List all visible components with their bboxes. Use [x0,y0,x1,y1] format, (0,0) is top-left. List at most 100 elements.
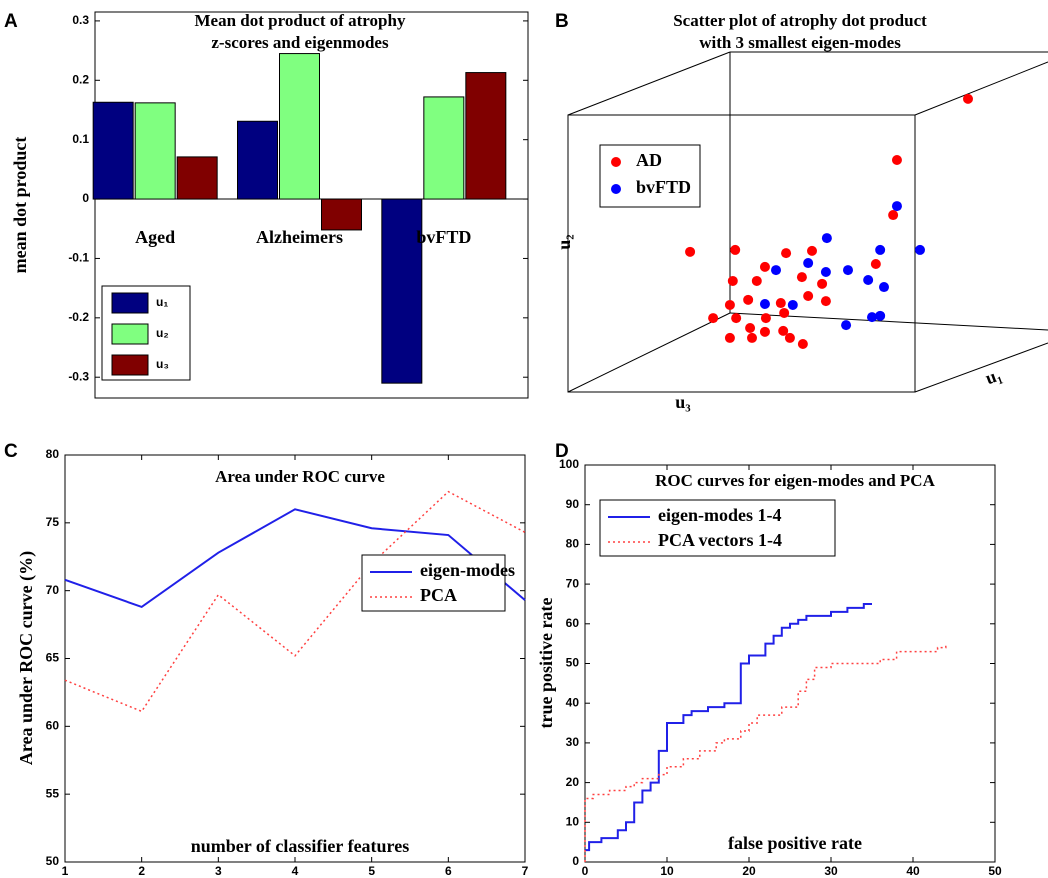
y-tick-label: 65 [46,651,60,665]
y-tick-label: 55 [46,786,60,800]
x-tick-label: 10 [660,864,674,878]
y-axis-label: true positive rate [536,598,556,729]
point [745,323,756,333]
point [759,326,770,337]
x-tick-label: 3 [215,864,222,878]
point [724,332,735,343]
y-axis-label: mean dot product [10,137,30,274]
axis-label-u1: u₁ [983,364,1004,388]
x-tick-label: 2 [138,864,145,878]
y-tick-label: 50 [566,656,580,670]
point [760,313,771,324]
chart-title: Mean dot product of atrophy [195,11,406,30]
point [863,275,874,285]
bar [279,53,320,200]
y-axis-label: Area under ROC curve (%) [16,551,37,765]
point [778,325,789,336]
line [64,490,526,713]
point [797,339,808,349]
y-tick-label: -0.3 [68,369,89,383]
y-tick-label: 100 [559,457,579,471]
bar [134,102,176,200]
point [891,155,902,165]
x-tick-label: 40 [906,864,920,878]
point [875,310,886,321]
box-edge [914,342,1048,393]
point [915,244,925,255]
legend-label: PCA vectors 1-4 [658,530,782,550]
y-tick-label: 20 [566,775,580,789]
bar [381,198,423,384]
x-tick-label: 20 [742,864,756,878]
bar [237,120,278,200]
y-tick-label: 0.1 [72,132,89,146]
legend-box [361,554,506,612]
x-tick-label: 30 [824,864,838,878]
point [685,246,696,257]
point [963,93,973,104]
panel-b-box [567,51,1048,393]
legend-box [599,144,701,208]
legend-box [599,499,836,557]
point [730,244,741,255]
x-tick-label: 6 [445,864,452,878]
legend-swatch [111,323,149,345]
legend-label: u₂ [156,326,169,340]
legend-swatch [611,157,621,167]
bar [465,72,507,200]
point [888,210,899,221]
point [775,298,786,309]
y-tick-label: 0 [572,854,579,868]
bar [92,101,134,200]
point [820,267,831,277]
y-tick-label: 60 [566,616,580,630]
box-edge [914,61,1048,116]
x-axis-label: false positive rate [728,833,862,853]
legend-label: eigen-modes [420,560,515,580]
plot-frame [64,454,526,863]
point [803,291,814,301]
chart-title: ROC curves for eigen-modes and PCA [655,471,935,490]
point [784,332,795,343]
y-tick-label: 75 [46,515,60,529]
bar [176,156,218,200]
chart-title: Scatter plot of atrophy dot product [673,11,927,30]
x-tick-label: 50 [988,864,1002,878]
panel-label: A [4,11,18,32]
point [771,265,781,276]
box-front [567,114,916,393]
point [727,275,738,286]
point [803,258,814,269]
point [759,261,770,272]
y-tick-label: -0.1 [68,251,89,265]
y-tick-label: 60 [46,719,60,733]
point [796,272,807,283]
category-label: Aged [135,227,175,247]
point [731,313,742,324]
y-tick-label: 0.3 [72,13,89,27]
point [817,278,828,289]
point [781,248,792,259]
point [747,332,757,343]
y-tick-label: 50 [46,854,60,868]
point [743,294,754,305]
point [821,233,832,244]
axis-label-u3: u₃ [675,392,691,412]
x-tick-label: 7 [522,864,529,878]
legend-swatch [611,184,621,194]
x-tick-label: 1 [62,864,69,878]
y-tick-label: 40 [566,695,580,709]
point [820,296,831,307]
plot-frame [94,11,529,399]
y-tick-label: 70 [566,576,580,590]
point [879,282,889,293]
box-edge [567,312,731,393]
panel-label: C [4,441,18,462]
box-edge [729,312,1048,331]
y-tick-label: 0 [82,191,89,205]
point [870,259,881,269]
legend-label: PCA [420,585,457,605]
x-tick-label: 5 [368,864,375,878]
line [64,508,526,609]
